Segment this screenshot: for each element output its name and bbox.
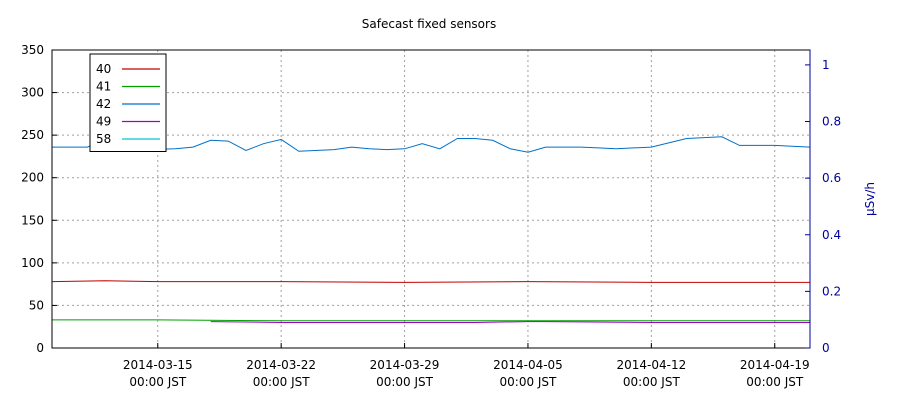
x-tick-label-time: 00:00 JST — [376, 375, 434, 389]
y2-axis-label: µSv/h — [863, 182, 877, 216]
x-tick-label: 2014-03-15 — [123, 358, 193, 372]
y-tick-label: 200 — [21, 171, 44, 185]
legend-label-58: 58 — [96, 132, 111, 146]
x-tick-label: 2014-04-05 — [493, 358, 563, 372]
y2-tick-label: 0.2 — [822, 284, 841, 298]
legend-box — [89, 53, 167, 152]
x-axis: 2014-03-15 00:00 JST 2014-03-22 00:00 JST 20… — [123, 343, 810, 389]
y2-tick-label: 0.8 — [822, 115, 841, 129]
x-tick-label-time: 00:00 JST — [623, 375, 681, 389]
y2-tick-label: 0.4 — [822, 228, 841, 242]
legend-label-41: 41 — [96, 80, 111, 94]
legend-label-42: 42 — [96, 97, 111, 111]
x-tick-label: 2014-04-19 — [740, 358, 810, 372]
legend-label-40: 40 — [96, 62, 111, 76]
grid — [52, 50, 810, 348]
y-axis: 0 50 100 150 200 250 300 350 — [21, 43, 57, 355]
x-tick-label: 2014-03-29 — [370, 358, 440, 372]
y-tick-label: 350 — [21, 43, 44, 57]
legend-label-49: 49 — [96, 115, 111, 129]
x-tick-label: 2014-03-22 — [246, 358, 316, 372]
series-line-42 — [52, 136, 811, 153]
x-tick-label-time: 00:00 JST — [129, 375, 187, 389]
y-tick-label: 50 — [29, 298, 44, 312]
series-line-49 — [210, 321, 810, 323]
y-tick-label: 150 — [21, 213, 44, 227]
series-line-40 — [51, 280, 810, 283]
series-line-41 — [52, 319, 810, 322]
y2-tick-label: 0.6 — [822, 171, 841, 185]
x-tick-label: 2014-04-12 — [616, 358, 686, 372]
legend: 40 41 42 49 58 — [89, 53, 167, 152]
series-group — [51, 136, 811, 323]
x-tick-label-time: 00:00 JST — [500, 375, 558, 389]
chart-title: Safecast fixed sensors — [362, 17, 496, 31]
y-tick-label: 300 — [21, 86, 44, 100]
y2-tick-label: 0 — [822, 341, 830, 355]
y-tick-label: 250 — [21, 128, 44, 142]
y-tick-label: 100 — [21, 256, 44, 270]
x-tick-label-time: 00:00 JST — [746, 375, 804, 389]
y2-tick-label: 1 — [822, 58, 830, 72]
y2-axis: 0 0.2 0.4 0.6 0.8 1 — [805, 58, 841, 355]
x-tick-label-time: 00:00 JST — [253, 375, 311, 389]
y-tick-label: 0 — [36, 341, 44, 355]
